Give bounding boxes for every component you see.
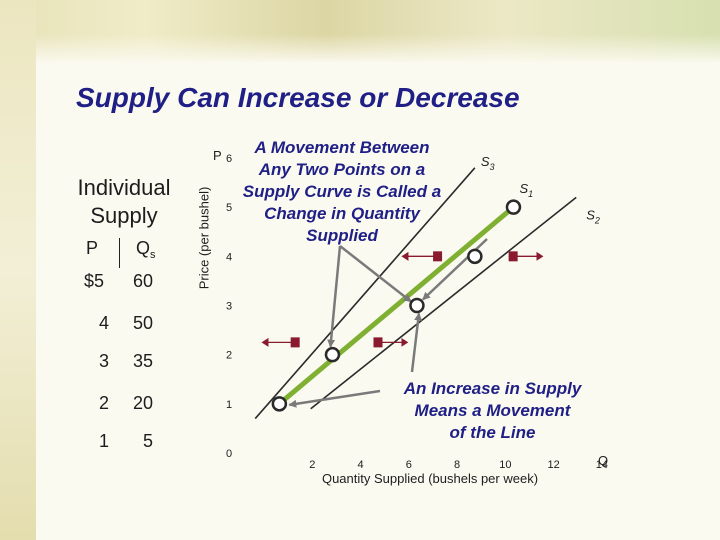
increase-annotation-line: An Increase in Supply	[403, 379, 582, 398]
movement-annotation-line: Any Two Points on a	[258, 160, 426, 179]
data-point-marker	[505, 199, 522, 215]
shift-arrow-block	[433, 251, 443, 262]
x-tick-label: 6	[406, 459, 412, 471]
table-row-price: $5	[84, 271, 105, 291]
shift-arrow-block	[373, 337, 383, 348]
table-divider	[119, 238, 120, 268]
x-axis-label: Quantity Supplied (bushels per week)	[322, 471, 538, 486]
y-tick-label: 6	[226, 153, 232, 165]
movement-annotation: A Movement Between Any Two Points on a S…	[236, 137, 448, 247]
table-header-quantity: Qs	[136, 238, 156, 261]
x-tick-label: 2	[309, 459, 315, 471]
x-tick-label: 4	[357, 459, 363, 471]
data-point-marker	[467, 248, 483, 265]
x-tick-label: 14	[596, 459, 608, 471]
table-row-quantity: 20	[133, 393, 154, 413]
table-header-price: P	[86, 238, 99, 258]
table-row-quantity: 35	[133, 351, 154, 371]
callout-arrow	[327, 245, 342, 348]
y-tick-label: 1	[226, 399, 232, 411]
x-tick-label: 8	[454, 459, 460, 471]
table-header-q: Q	[136, 238, 151, 258]
header-banner-fade	[0, 34, 720, 62]
y-axis-end-label: P	[213, 148, 222, 163]
x-tick-label: 10	[499, 459, 511, 471]
curve-label-s2: S2	[586, 207, 600, 225]
supply-curve-s2	[310, 196, 577, 410]
callout-arrow	[410, 312, 423, 373]
curve-label-s3: S3	[481, 154, 495, 172]
movement-annotation-line: Change in Quantity	[264, 204, 420, 223]
increase-annotation: An Increase in Supply Means a Movement o…	[380, 378, 605, 444]
left-decor-strip	[0, 0, 36, 540]
movement-annotation-line: Supply Curve is Called a	[242, 182, 442, 201]
x-axis-end-label: Q	[598, 453, 608, 468]
supply-table-title: Individual Supply	[77, 175, 171, 228]
table-row-price: 2	[99, 393, 110, 413]
table-row-price: 4	[99, 313, 110, 333]
table-row-quantity: 5	[143, 431, 154, 451]
slide-panel	[36, 62, 720, 540]
y-tick-label: 5	[226, 202, 232, 214]
y-tick-label: 2	[226, 350, 232, 362]
x-tick-label: 12	[547, 459, 559, 471]
table-row-price: 1	[99, 431, 110, 451]
increase-annotation-line: Means a Movement	[414, 401, 571, 420]
shift-arrow-block	[290, 337, 300, 348]
callout-arrow	[339, 245, 412, 303]
y-tick-label: 3	[226, 301, 232, 313]
data-point-marker	[409, 297, 425, 314]
supply-curve-s3	[254, 167, 476, 420]
y-tick-label: 4	[226, 251, 232, 263]
increase-annotation-line: of the Line	[449, 423, 536, 442]
movement-annotation-line: Supplied	[306, 226, 378, 245]
supply-curve-s1	[277, 205, 516, 406]
data-point-marker	[271, 396, 288, 412]
callout-arrow	[288, 389, 381, 408]
y-tick-label: 0	[226, 448, 232, 460]
table-row-price: 3	[99, 351, 110, 371]
table-header-q-sub: s	[150, 249, 156, 261]
slide-title: Supply Can Increase or Decrease	[76, 82, 520, 113]
movement-annotation-line: A Movement Between	[254, 138, 430, 157]
curve-label-s1: S1	[519, 181, 533, 199]
shift-arrow-block	[508, 251, 518, 262]
data-point-marker	[324, 346, 341, 363]
table-row-quantity: 60	[133, 271, 154, 291]
callout-arrow	[422, 238, 488, 301]
table-row-quantity: 50	[133, 313, 154, 333]
